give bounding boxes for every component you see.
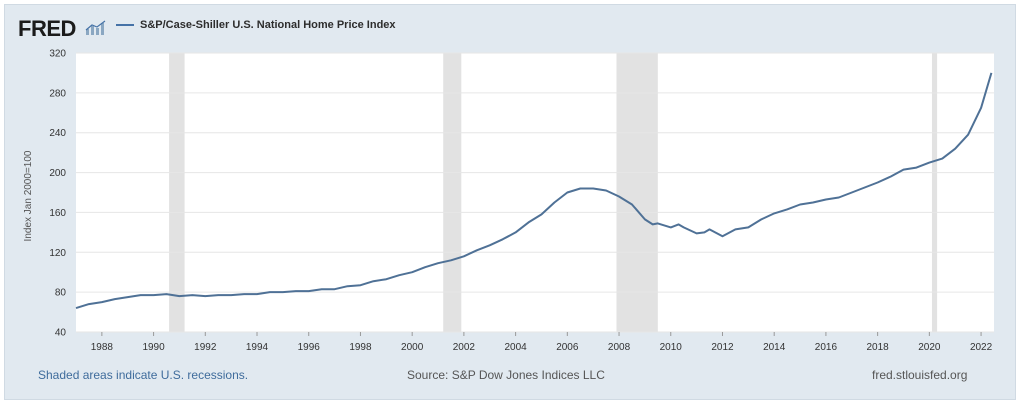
y-tick-label-160: 160 (49, 208, 66, 219)
x-tick-label-2016: 2016 (815, 342, 838, 353)
x-tick-label-2006: 2006 (556, 342, 579, 353)
chart-legend: S&P/Case-Shiller U.S. National Home Pric… (116, 19, 396, 31)
x-axis-ticks: 1988 1990 1992 1994 1996 1998 2000 2002 2004 2006… (91, 332, 993, 353)
y-tick-label-280: 280 (49, 88, 66, 99)
plot-area (76, 53, 994, 332)
x-tick-label-2012: 2012 (711, 342, 734, 353)
recession-note-link[interactable]: Shaded areas indicate U.S. recessions. (38, 368, 249, 382)
x-tick-label-1996: 1996 (298, 342, 321, 353)
y-axis-ticks: 40 80 120 160 200 240 280 320 (49, 49, 66, 339)
fred-site-link[interactable]: fred.stlouisfed.org (872, 368, 968, 382)
y-tick-label-40: 40 (55, 328, 67, 339)
x-tick-label-2008: 2008 (608, 342, 631, 353)
series-line-0 (75, 72, 993, 310)
x-tick-label-2022: 2022 (970, 342, 993, 353)
x-tick-label-2004: 2004 (504, 342, 527, 353)
y-tick-label-200: 200 (49, 168, 66, 179)
recession-band-3 (931, 53, 938, 332)
x-tick-label-1990: 1990 (142, 342, 165, 353)
x-tick-label-1994: 1994 (246, 342, 269, 353)
x-tick-label-2000: 2000 (401, 342, 424, 353)
fred-graph-icon (85, 20, 106, 35)
x-tick-label-1992: 1992 (194, 342, 217, 353)
y-tick-label-320: 320 (49, 49, 66, 60)
legend-series-label: S&P/Case-Shiller U.S. National Home Pric… (140, 19, 396, 31)
y-tick-label-240: 240 (49, 128, 66, 139)
y-axis-label: Index Jan 2000=100 (23, 150, 34, 241)
y-tick-label-120: 120 (49, 248, 66, 259)
x-tick-label-2018: 2018 (867, 342, 890, 353)
x-tick-label-1988: 1988 (91, 342, 114, 353)
gridlines (76, 52, 994, 333)
recession-shading (169, 53, 938, 332)
recession-band-0 (169, 53, 185, 332)
x-tick-label-2014: 2014 (763, 342, 786, 353)
series-layer (75, 72, 993, 310)
y-tick-label-80: 80 (55, 288, 67, 299)
recession-band-2 (616, 53, 658, 332)
fred-logo[interactable]: FRED (18, 16, 76, 41)
x-tick-label-2002: 2002 (453, 342, 476, 353)
recession-band-1 (443, 53, 462, 332)
legend-line-swatch (116, 24, 134, 26)
x-tick-label-2010: 2010 (660, 342, 683, 353)
x-tick-label-1998: 1998 (349, 342, 372, 353)
source-text: Source: S&P Dow Jones Indices LLC (407, 368, 605, 382)
x-tick-label-2020: 2020 (918, 342, 941, 353)
